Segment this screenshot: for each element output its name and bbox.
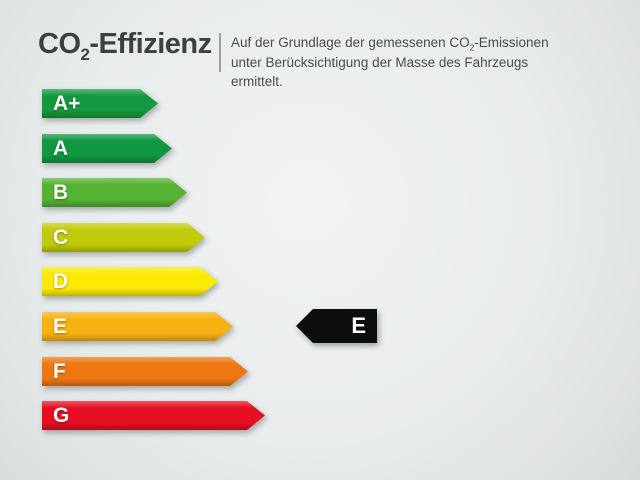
title-text-suffix: -Effizienz xyxy=(89,28,212,60)
bar-bevel xyxy=(42,401,265,430)
efficiency-bar-shape: B xyxy=(42,178,187,207)
efficiency-bar-c: C xyxy=(42,223,205,252)
bar-bevel xyxy=(42,178,187,207)
rating-indicator-label: E xyxy=(351,313,366,338)
efficiency-bar-shape: D xyxy=(42,267,218,296)
bar-bevel xyxy=(42,312,233,341)
description-subscript: 2 xyxy=(469,42,475,53)
header-description: Auf der Grundlage der gemessenen CO2-Emi… xyxy=(231,33,577,92)
bar-bevel xyxy=(42,89,158,118)
description-text: Auf der Grundlage der gemessenen CO xyxy=(231,35,470,50)
efficiency-bar-f: F xyxy=(42,357,248,386)
title-text: CO xyxy=(38,28,81,60)
efficiency-bar-shape: E xyxy=(42,312,233,341)
header-divider xyxy=(219,33,221,72)
bar-label: C xyxy=(53,226,69,249)
bar-bevel xyxy=(42,357,248,386)
efficiency-bar-shape: G xyxy=(42,401,265,430)
bar-bevel xyxy=(42,267,218,296)
bar-label: A xyxy=(53,137,69,160)
bar-bevel xyxy=(42,134,172,163)
page-title: CO2-Effizienz xyxy=(38,28,212,64)
efficiency-bar-shape: C xyxy=(42,223,205,252)
description-text-suffix: -Emissionen unter Berücksichtigung der M… xyxy=(231,35,549,89)
efficiency-bar-a: A xyxy=(42,134,172,163)
efficiency-bar-b: B xyxy=(42,178,187,207)
bar-label: G xyxy=(53,404,70,427)
bar-label: F xyxy=(53,360,66,383)
efficiency-bar-shape: A+ xyxy=(42,89,158,118)
efficiency-bar-shape: A xyxy=(42,134,172,163)
efficiency-bar-e: E xyxy=(42,312,233,341)
efficiency-bar-aplus: A+ xyxy=(42,89,158,118)
bar-bevel xyxy=(42,223,205,252)
bar-label: A+ xyxy=(53,92,81,115)
title-subscript: 2 xyxy=(80,44,90,64)
efficiency-bar-shape: F xyxy=(42,357,248,386)
bar-label: D xyxy=(53,270,69,293)
efficiency-bar-g: G xyxy=(42,401,265,430)
bar-label: B xyxy=(53,181,69,204)
bar-label: E xyxy=(53,315,68,338)
efficiency-bar-d: D xyxy=(42,267,218,296)
rating-indicator-arrow: E xyxy=(296,309,377,343)
